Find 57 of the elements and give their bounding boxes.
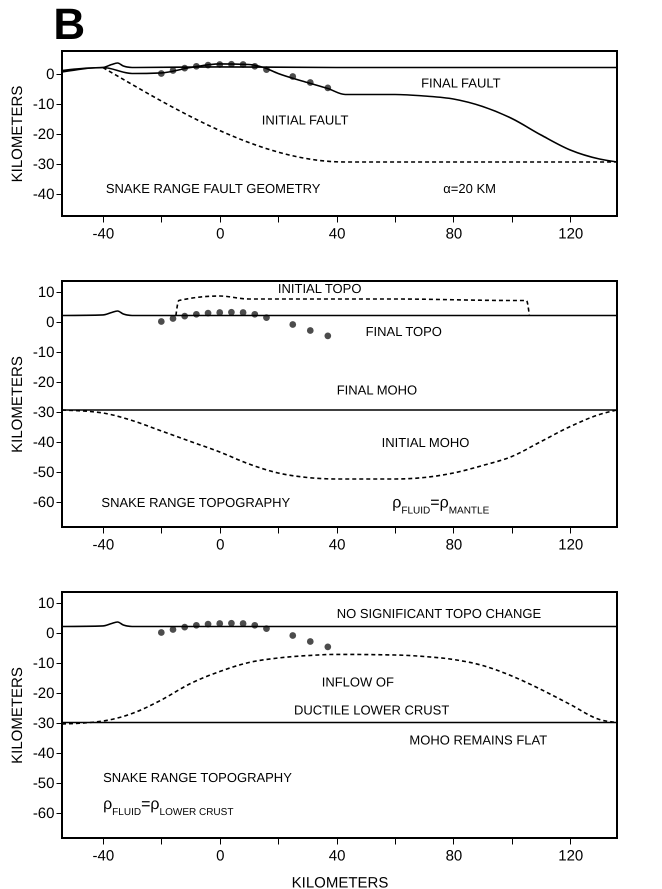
series-label: INITIAL FAULT bbox=[262, 112, 349, 128]
x-tick-label: 80 bbox=[446, 848, 462, 864]
annotation: MOHO REMAINS FLAT bbox=[409, 732, 548, 748]
y-tick-label: -50 bbox=[32, 775, 54, 792]
y-tick-label: -10 bbox=[32, 655, 54, 672]
y-tick-label: -40 bbox=[32, 745, 54, 762]
y-axis-title: KILOMETERS bbox=[8, 356, 26, 453]
y-tick-label: 0 bbox=[46, 625, 54, 642]
x-tick-label: 0 bbox=[216, 848, 224, 864]
y-tick-label: 0 bbox=[46, 66, 54, 83]
series-label: INITIAL MOHO bbox=[382, 435, 470, 450]
y-tick-label: -10 bbox=[32, 96, 54, 113]
series-label: INITIAL TOPO bbox=[278, 280, 362, 296]
x-tick-label: 0 bbox=[216, 536, 224, 554]
x-tick-label: 120 bbox=[558, 848, 584, 864]
y-tick-label: -30 bbox=[32, 715, 54, 732]
y-tick-label: 0 bbox=[46, 314, 54, 331]
x-tick-label: 40 bbox=[328, 848, 346, 864]
y-tick-label: 10 bbox=[38, 595, 54, 612]
series-label: FINAL MOHO bbox=[336, 382, 418, 398]
y-tick-label: 10 bbox=[38, 284, 54, 301]
x-tick-label: 0 bbox=[216, 226, 224, 242]
annotation: INFLOW OF bbox=[322, 674, 394, 690]
y-tick-label: -40 bbox=[32, 186, 54, 203]
chart-title: B bbox=[53, 0, 86, 49]
annotation: α=20 KM bbox=[443, 180, 496, 196]
y-axis-title: KILOMETERS bbox=[8, 86, 26, 182]
series-label: FINAL TOPO bbox=[366, 324, 442, 339]
x-tick-label: 120 bbox=[558, 226, 584, 242]
y-axis-title: KILOMETERS bbox=[8, 667, 26, 764]
annotation: ρ$_{FLUID}$=ρ$_{MANTLE}$ bbox=[392, 494, 490, 516]
x-tick-label: 80 bbox=[446, 226, 462, 242]
y-tick-label: -20 bbox=[32, 126, 54, 143]
x-tick-label: 40 bbox=[328, 536, 346, 554]
y-tick-label: -50 bbox=[32, 464, 54, 481]
annotation: ρ$_{FLUID}$=ρ$_{LOWER CRUST}$ bbox=[103, 796, 234, 818]
x-tick-label: 40 bbox=[328, 226, 346, 242]
y-tick-label: -20 bbox=[32, 374, 54, 391]
y-tick-label: -10 bbox=[32, 344, 54, 361]
annotation: SNAKE RANGE TOPOGRAPHY bbox=[101, 494, 291, 510]
x-axis-title: KILOMETERS bbox=[292, 874, 388, 889]
x-tick-label: -40 bbox=[92, 226, 114, 242]
series-label: FINAL FAULT bbox=[421, 75, 501, 90]
x-tick-label: 80 bbox=[446, 536, 462, 554]
y-tick-label: -20 bbox=[32, 685, 54, 702]
annotation: NO SIGNIFICANT TOPO CHANGE bbox=[336, 606, 542, 621]
y-tick-label: -60 bbox=[32, 494, 54, 511]
x-tick-label: -40 bbox=[92, 536, 114, 554]
y-tick-label: -40 bbox=[32, 434, 54, 451]
y-tick-label: -30 bbox=[32, 156, 54, 173]
x-tick-label: -40 bbox=[92, 848, 114, 864]
y-tick-label: -30 bbox=[32, 404, 54, 421]
y-tick-label: -60 bbox=[32, 805, 54, 822]
annotation: SNAKE RANGE FAULT GEOMETRY bbox=[106, 180, 321, 196]
x-tick-label: 120 bbox=[558, 536, 584, 554]
annotation: DUCTILE LOWER CRUST bbox=[294, 702, 450, 718]
annotation: SNAKE RANGE TOPOGRAPHY bbox=[103, 770, 292, 785]
